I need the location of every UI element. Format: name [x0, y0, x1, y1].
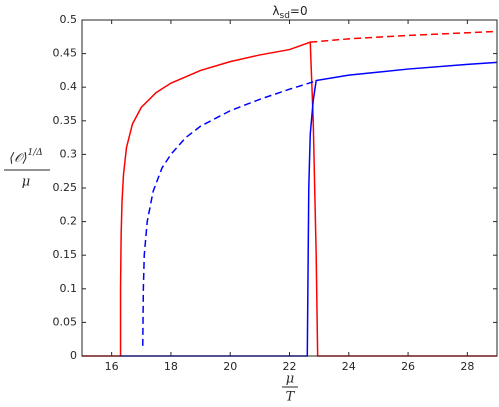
x-tick-label: 20	[223, 360, 237, 373]
x-tick-label: 18	[164, 360, 178, 373]
title-subscript: sd	[280, 11, 290, 21]
x-label-numerator: μ	[286, 372, 294, 387]
x-tick-label: 26	[401, 360, 415, 373]
x-tick-label: 16	[105, 360, 119, 373]
y-tick-label: 0.1	[60, 282, 78, 295]
y-tick-label: 0.4	[60, 80, 78, 93]
series-line	[310, 30, 498, 43]
y-label-o: ⟨𝒪⟩	[9, 151, 27, 166]
x-label-denominator: T	[286, 390, 296, 405]
y-tick-label: 0.25	[53, 181, 78, 194]
series-line	[142, 81, 314, 346]
y-tick-label: 0.15	[53, 248, 78, 261]
x-tick-label: 28	[460, 360, 474, 373]
y-tick-label: 0.2	[60, 215, 78, 228]
y-label-denominator: μ	[22, 175, 30, 190]
y-label-numerator: ⟨𝒪⟩1/Δ	[9, 148, 43, 166]
y-tick-label: 0.3	[60, 147, 78, 160]
series-line	[120, 61, 498, 357]
y-label-exponent: 1/Δ	[28, 148, 43, 158]
y-tick-label: 0.45	[53, 47, 78, 60]
x-tick-label: 22	[283, 360, 297, 373]
chart-title: λsd=0	[272, 4, 307, 21]
x-tick-label: 24	[342, 360, 356, 373]
y-tick-label: 0.05	[53, 315, 78, 328]
y-tick-label: 0.5	[60, 13, 78, 26]
y-tick-label: 0.35	[53, 114, 78, 127]
title-symbol: λ	[272, 4, 279, 18]
plot-frame	[81, 19, 498, 357]
title-rest: =0	[290, 4, 308, 18]
y-tick-label: 0	[70, 349, 77, 362]
